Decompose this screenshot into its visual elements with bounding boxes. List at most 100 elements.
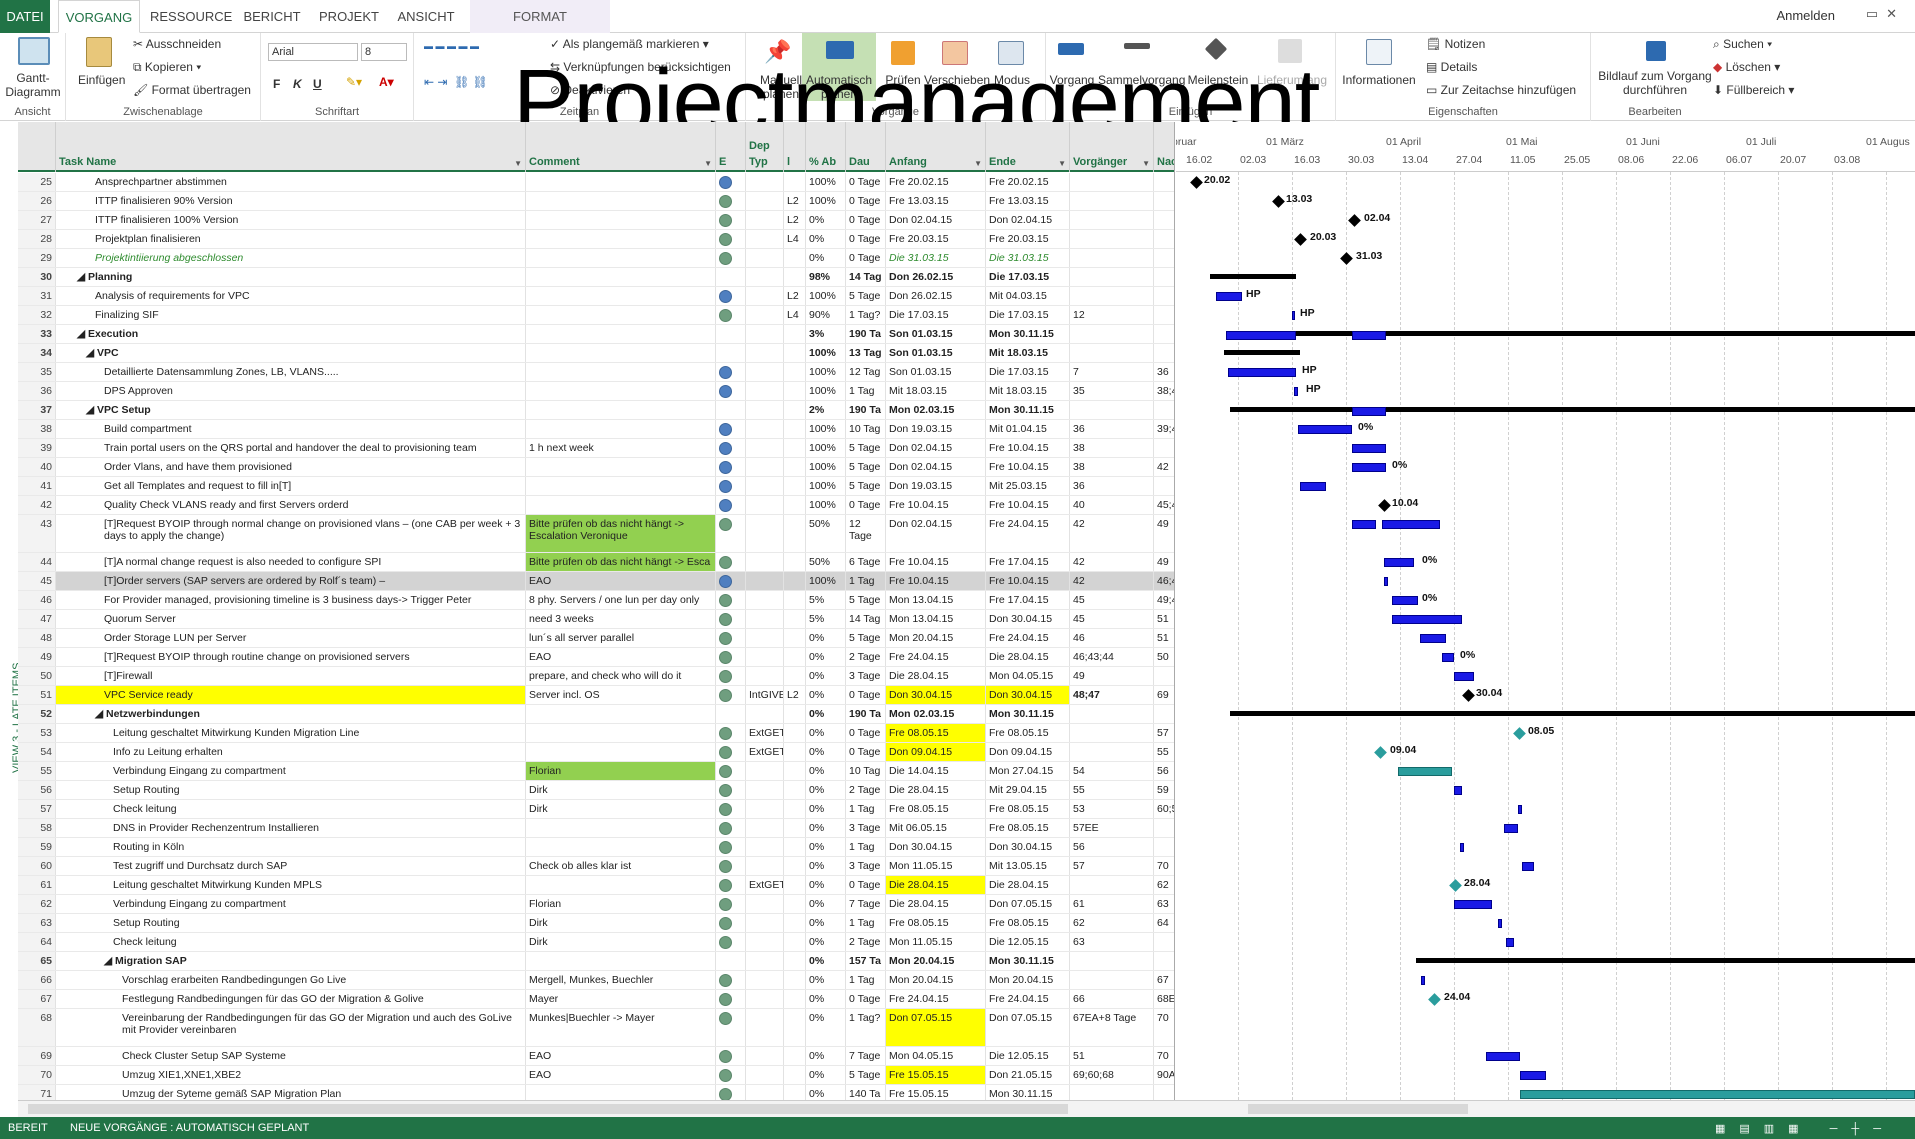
information-button[interactable]: Informationen xyxy=(1342,73,1416,87)
table-row[interactable]: 47 Quorum Server need 3 weeks 5% 14 Tag Mon 1… xyxy=(18,610,1174,629)
task-name-cell[interactable]: Info zu Leitung erhalten xyxy=(56,743,526,761)
percent-cell[interactable]: 0% xyxy=(806,1085,846,1100)
window-controls[interactable]: ▭✕ xyxy=(1865,6,1905,21)
row-id[interactable]: 66 xyxy=(18,971,56,989)
percent-cell[interactable]: 0% xyxy=(806,211,846,229)
successors-cell[interactable]: 39;40 xyxy=(1154,420,1174,438)
percent-cell[interactable]: 100% xyxy=(806,572,846,590)
successors-cell[interactable] xyxy=(1154,287,1174,305)
indicator-cell[interactable] xyxy=(716,363,746,381)
table-row[interactable]: 61 Leitung geschaltet Mitwirkung Kunden M… xyxy=(18,876,1174,895)
start-cell[interactable]: Die 14.04.15 xyxy=(886,762,986,780)
row-id[interactable]: 70 xyxy=(18,1066,56,1084)
percent-cell[interactable]: 0% xyxy=(806,667,846,685)
table-row[interactable]: 51 VPC Service ready Server incl. OS IntGIV… xyxy=(18,686,1174,705)
successors-cell[interactable]: 46;47 xyxy=(1154,572,1174,590)
comment-cell[interactable]: EAO xyxy=(526,572,716,590)
add-to-timeline-button[interactable]: ▭ Zur Zeitachse hinzufügen xyxy=(1426,83,1577,97)
level-cell[interactable] xyxy=(784,1009,806,1046)
duration-cell[interactable]: 190 Ta xyxy=(846,401,886,419)
tab-bericht[interactable]: BERICHT xyxy=(243,9,301,24)
indicator-cell[interactable] xyxy=(716,553,746,571)
predecessors-cell[interactable]: 35 xyxy=(1070,382,1154,400)
level-cell[interactable] xyxy=(784,591,806,609)
level-cell[interactable] xyxy=(784,800,806,818)
successors-cell[interactable] xyxy=(1154,249,1174,267)
start-cell[interactable]: Fre 20.03.15 xyxy=(886,230,986,248)
successors-cell[interactable]: 59 xyxy=(1154,781,1174,799)
duration-cell[interactable]: 2 Tage xyxy=(846,648,886,666)
duration-cell[interactable]: 12 Tage xyxy=(846,515,886,552)
comment-cell[interactable] xyxy=(526,496,716,514)
task-name-cell[interactable]: For Provider managed, provisioning timel… xyxy=(56,591,526,609)
indicator-cell[interactable] xyxy=(716,857,746,875)
task-bar[interactable] xyxy=(1498,919,1502,928)
successors-cell[interactable]: 70 xyxy=(1154,857,1174,875)
dep-cell[interactable] xyxy=(746,553,784,571)
predecessors-cell[interactable] xyxy=(1070,724,1154,742)
dep-cell[interactable] xyxy=(746,762,784,780)
task-bar[interactable] xyxy=(1454,900,1492,909)
dep-cell[interactable] xyxy=(746,515,784,552)
task-name-cell[interactable]: ITTP finalisieren 100% Version xyxy=(56,211,526,229)
start-cell[interactable]: Don 09.04.15 xyxy=(886,743,986,761)
task-name-cell[interactable]: ITTP finalisieren 90% Version xyxy=(56,192,526,210)
dep-cell[interactable] xyxy=(746,325,784,343)
respect-links-button[interactable]: ⇆ Verknüpfungen berücksichtigen xyxy=(550,60,731,74)
task-name-cell[interactable]: DPS Approven xyxy=(56,382,526,400)
indicator-cell[interactable] xyxy=(716,705,746,723)
dep-cell[interactable] xyxy=(746,1009,784,1046)
row-id[interactable]: 68 xyxy=(18,1009,56,1046)
comment-cell[interactable]: Server incl. OS xyxy=(526,686,716,704)
row-id[interactable]: 38 xyxy=(18,420,56,438)
task-bar[interactable] xyxy=(1226,331,1296,340)
task-bar[interactable] xyxy=(1384,558,1414,567)
details-button[interactable]: ▤ Details xyxy=(1426,60,1478,74)
start-cell[interactable]: Mon 11.05.15 xyxy=(886,857,986,875)
percent-cell[interactable]: 5% xyxy=(806,591,846,609)
task-name-cell[interactable]: [T]Request BYOIP through routine change … xyxy=(56,648,526,666)
start-cell[interactable]: Fre 08.05.15 xyxy=(886,914,986,932)
duration-cell[interactable]: 2 Tage xyxy=(846,781,886,799)
comment-cell[interactable] xyxy=(526,344,716,362)
comment-cell[interactable]: Dirk xyxy=(526,914,716,932)
indicator-cell[interactable] xyxy=(716,990,746,1008)
dep-cell[interactable] xyxy=(746,306,784,324)
indicator-cell[interactable] xyxy=(716,895,746,913)
dep-cell[interactable] xyxy=(746,420,784,438)
duration-cell[interactable]: 3 Tage xyxy=(846,857,886,875)
comment-cell[interactable]: EAO xyxy=(526,648,716,666)
level-cell[interactable] xyxy=(784,952,806,970)
predecessors-cell[interactable]: 7 xyxy=(1070,363,1154,381)
comment-cell[interactable]: Mergell, Munkes, Buechler xyxy=(526,971,716,989)
font-size-select[interactable]: 8 xyxy=(361,43,407,61)
row-id[interactable]: 56 xyxy=(18,781,56,799)
predecessors-cell[interactable] xyxy=(1070,287,1154,305)
tab-format[interactable]: FORMAT xyxy=(470,0,610,33)
successors-cell[interactable] xyxy=(1154,325,1174,343)
indicator-cell[interactable] xyxy=(716,971,746,989)
row-id[interactable]: 33 xyxy=(18,325,56,343)
table-row[interactable]: 31 Analysis of requirements for VPC L2 100%… xyxy=(18,287,1174,306)
predecessors-cell[interactable]: 12 xyxy=(1070,306,1154,324)
task-name-cell[interactable]: Detaillierte Datensammlung Zones, LB, VL… xyxy=(56,363,526,381)
indicator-cell[interactable] xyxy=(716,515,746,552)
percent-cell[interactable]: 100% xyxy=(806,363,846,381)
percent-cell[interactable]: 0% xyxy=(806,705,846,723)
row-id[interactable]: 62 xyxy=(18,895,56,913)
start-cell[interactable]: Die 28.04.15 xyxy=(886,895,986,913)
finish-cell[interactable]: Don 30.04.15 xyxy=(986,838,1070,856)
indicator-cell[interactable] xyxy=(716,724,746,742)
level-cell[interactable] xyxy=(784,629,806,647)
milestone-marker[interactable] xyxy=(1428,993,1441,1006)
start-cell[interactable]: Mon 20.04.15 xyxy=(886,952,986,970)
comment-cell[interactable] xyxy=(526,477,716,495)
successors-cell[interactable]: 63 xyxy=(1154,895,1174,913)
level-cell[interactable] xyxy=(784,819,806,837)
sign-in-link[interactable]: Anmelden xyxy=(1776,8,1835,23)
duration-cell[interactable]: 5 Tage xyxy=(846,439,886,457)
comment-cell[interactable]: lun´s all server parallel xyxy=(526,629,716,647)
indicator-cell[interactable] xyxy=(716,268,746,286)
finish-cell[interactable]: Mon 30.11.15 xyxy=(986,705,1070,723)
table-row[interactable]: 64 Check leitung Dirk 0% 2 Tage Mon 11.05.15 D… xyxy=(18,933,1174,952)
